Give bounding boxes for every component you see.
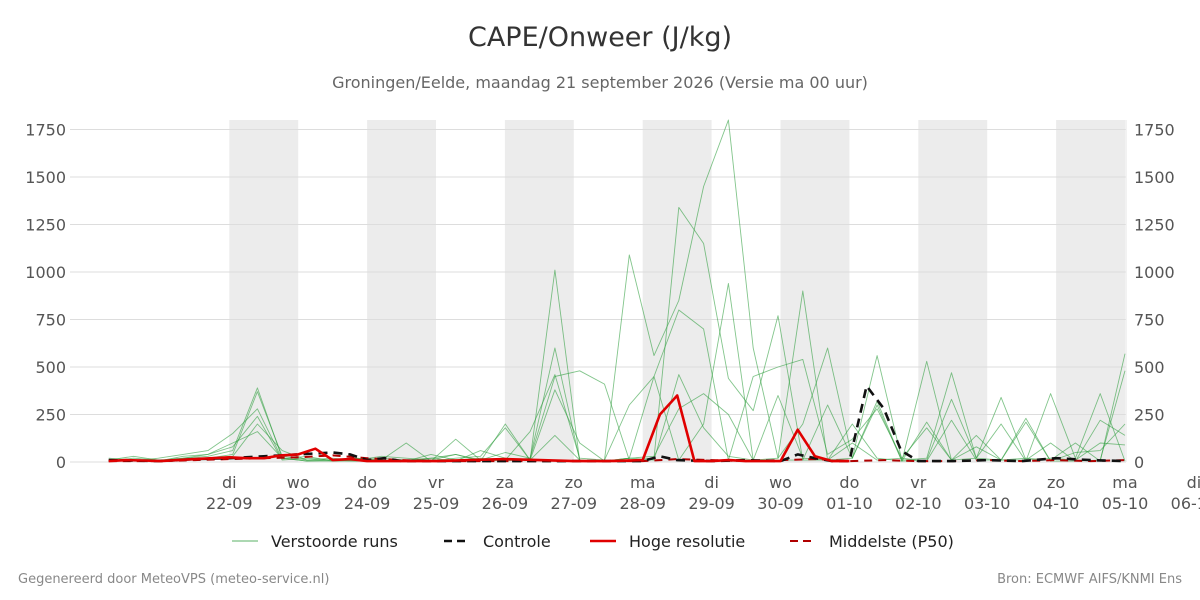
legend-label: Middelste (P50) xyxy=(829,532,954,551)
x-tick-date: 03-10 xyxy=(964,494,1011,513)
ensemble-run-line xyxy=(108,206,1126,462)
x-tick-date: 25-09 xyxy=(413,494,460,513)
y-tick-label: 1500 xyxy=(25,168,66,187)
x-tick-date: 28-09 xyxy=(619,494,666,513)
x-tick-date: 22-09 xyxy=(206,494,253,513)
day-band xyxy=(642,120,712,462)
legend-label: Verstoorde runs xyxy=(271,532,398,551)
weekday-bands xyxy=(229,120,1125,462)
x-tick-date: 04-10 xyxy=(1033,494,1080,513)
y-tick-label: 1000 xyxy=(25,263,66,282)
chart-title: CAPE/Onweer (J/kg) xyxy=(467,22,732,53)
x-tick-weekday: ma xyxy=(1112,473,1137,492)
day-band xyxy=(780,120,850,462)
x-tick-date: 24-09 xyxy=(344,494,391,513)
series-line-hires xyxy=(108,394,850,463)
y-tick-label: 750 xyxy=(35,311,66,330)
ensemble-run-line xyxy=(108,309,1126,462)
x-tick-date: 27-09 xyxy=(551,494,598,513)
x-tick-weekday: di xyxy=(222,473,237,492)
x-tick-weekday: zo xyxy=(1047,473,1065,492)
legend-label: Controle xyxy=(483,532,551,551)
x-tick-weekday: wo xyxy=(769,473,792,492)
day-band xyxy=(367,120,436,462)
legend: Verstoorde runs Controle Hoge resolutie Mid… xyxy=(232,532,954,551)
x-tick-weekday: do xyxy=(357,473,377,492)
x-tick-date: 01-10 xyxy=(826,494,873,513)
x-tick-weekday: do xyxy=(839,473,859,492)
y-tick-label: 500 xyxy=(35,358,66,377)
x-tick-date: 05-10 xyxy=(1102,494,1149,513)
x-tick-weekday: vr xyxy=(428,473,444,492)
x-tick-date: 06-10 xyxy=(1171,494,1200,513)
y-tick-label-right: 500 xyxy=(1134,358,1165,377)
x-tick-date: 29-09 xyxy=(688,494,735,513)
legend-label: Hoge resolutie xyxy=(629,532,745,551)
day-band xyxy=(229,120,299,462)
y-tick-label: 1750 xyxy=(25,121,66,140)
y-axis-left: 0 250 500 750 1000 1250 1500 1750 xyxy=(25,121,66,473)
x-tick-date: 02-10 xyxy=(895,494,942,513)
x-tick-weekday: zo xyxy=(565,473,583,492)
x-tick-weekday: za xyxy=(496,473,514,492)
y-tick-label: 250 xyxy=(35,406,66,425)
x-tick-weekday: wo xyxy=(287,473,310,492)
main-series xyxy=(108,384,1126,463)
chart-subtitle: Groningen/Eelde, maandag 21 september 20… xyxy=(332,73,868,92)
x-tick-date: 23-09 xyxy=(275,494,322,513)
source-credit: Bron: ECMWF AIFS/KNMI Ens xyxy=(997,572,1182,587)
x-tick-weekday: ma xyxy=(630,473,655,492)
y-tick-label-right: 250 xyxy=(1134,406,1165,425)
y-tick-label-right: 1250 xyxy=(1134,216,1175,235)
y-tick-label-right: 1750 xyxy=(1134,121,1175,140)
x-tick-date: 26-09 xyxy=(482,494,529,513)
day-band xyxy=(918,120,988,462)
y-tick-label-right: 1000 xyxy=(1134,263,1175,282)
y-tick-label-right: 0 xyxy=(1134,453,1144,472)
generator-credit: Gegenereerd door MeteoVPS (meteo-service… xyxy=(18,572,330,587)
y-tick-label: 0 xyxy=(56,453,66,472)
y-tick-label-right: 750 xyxy=(1134,311,1165,330)
x-tick-weekday: za xyxy=(978,473,996,492)
y-tick-label: 1250 xyxy=(25,216,66,235)
day-band xyxy=(1056,120,1125,462)
x-tick-date: 30-09 xyxy=(757,494,804,513)
y-tick-label-right: 1500 xyxy=(1134,168,1175,187)
y-axis-right: 0 250 500 750 1000 1250 1500 1750 xyxy=(1134,121,1175,473)
x-tick-weekday: vr xyxy=(910,473,926,492)
x-axis: di 22-09 wo 23-09 do 24-09 vr 25-09 za 26-09 zo 27-… xyxy=(206,473,1200,513)
x-tick-weekday: di xyxy=(704,473,719,492)
x-tick-weekday: di xyxy=(1187,473,1200,492)
